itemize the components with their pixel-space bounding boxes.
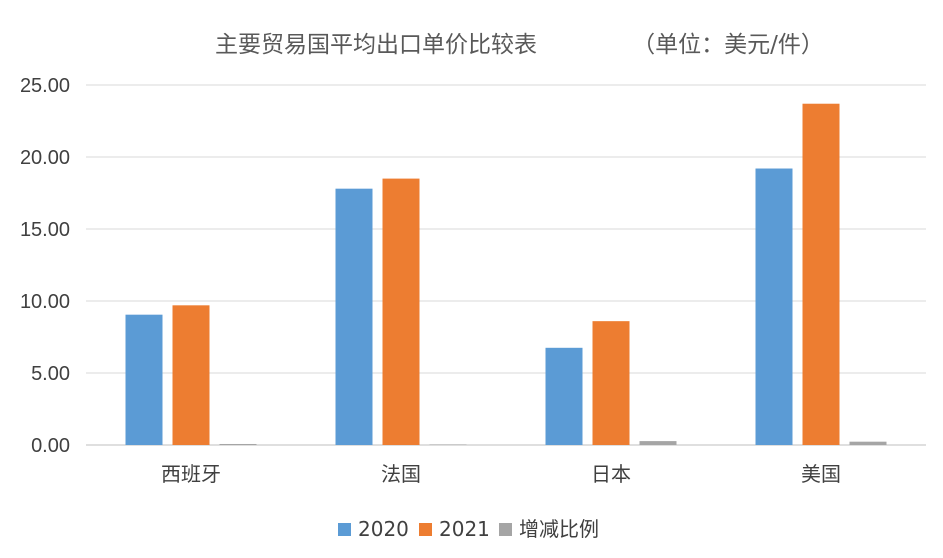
x-category-label: 美国 — [801, 462, 841, 486]
x-category-label: 法国 — [381, 462, 421, 486]
bar-增减比例-西班牙 — [219, 443, 257, 445]
bar-2021-美国 — [802, 103, 840, 445]
legend-label-2020: 2020 — [358, 517, 409, 541]
y-tick-label: 15.00 — [20, 219, 70, 241]
y-tick-label: 0.00 — [31, 435, 70, 457]
x-axis-labels: 西班牙 法国 日本 美国 — [161, 462, 841, 486]
y-tick-label: 20.00 — [20, 147, 70, 169]
bar-2020-法国 — [335, 188, 373, 445]
legend-label-增减比例: 增减比例 — [519, 517, 599, 541]
y-tick-label: 25.00 — [20, 75, 70, 97]
bar-2021-法国 — [382, 178, 420, 445]
bar-增减比例-法国 — [429, 444, 467, 445]
bar-增减比例-日本 — [639, 441, 677, 445]
chart-unit-note: （单位：美元/件） — [632, 32, 824, 58]
chart-title: 主要贸易国平均出口单价比较表 — [215, 32, 537, 58]
legend-swatch-2021 — [419, 523, 432, 536]
bar-增减比例-美国 — [849, 441, 887, 445]
legend-swatch-增减比例 — [499, 523, 512, 536]
y-tick-label: 10.00 — [20, 291, 70, 313]
bar-2021-西班牙 — [172, 305, 210, 445]
bar-2021-日本 — [592, 321, 630, 445]
bar-2020-日本 — [545, 347, 583, 445]
bar-2020-西班牙 — [125, 314, 163, 445]
legend: 2020 2021 增减比例 — [338, 517, 599, 541]
legend-label-2021: 2021 — [439, 517, 490, 541]
bar-2020-美国 — [755, 168, 793, 445]
x-category-label: 西班牙 — [161, 462, 221, 486]
y-tick-label: 5.00 — [31, 363, 70, 385]
bars — [125, 103, 887, 445]
legend-swatch-2020 — [338, 523, 351, 536]
x-category-label: 日本 — [591, 462, 631, 486]
y-axis-ticks: 0.00 5.00 10.00 15.00 20.00 25.00 — [20, 75, 70, 457]
gridlines — [86, 84, 926, 446]
